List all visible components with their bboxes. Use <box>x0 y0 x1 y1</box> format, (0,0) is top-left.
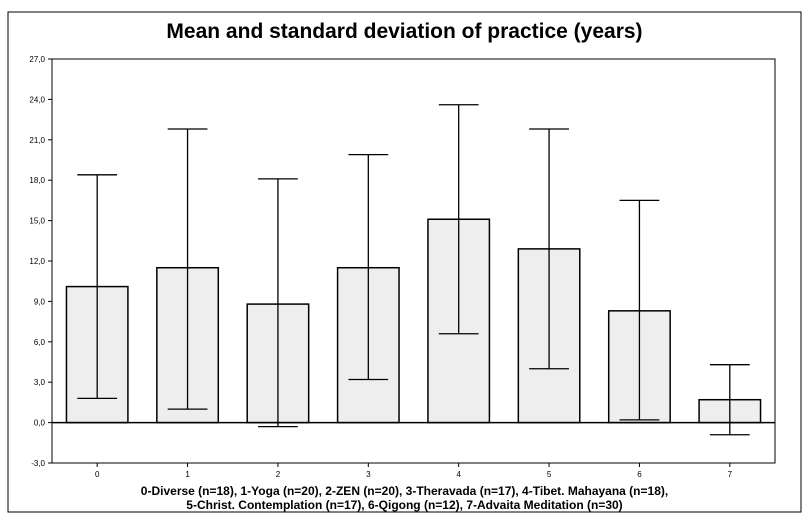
x-tick-label: 5 <box>547 470 552 479</box>
y-tick-label: 21,0 <box>29 136 45 145</box>
y-tick-label: 0,0 <box>34 419 46 428</box>
y-tick-label: -3,0 <box>31 459 45 468</box>
x-tick-label: 6 <box>637 470 642 479</box>
y-tick-label: 24,0 <box>29 95 45 104</box>
x-tick-label: 3 <box>366 470 371 479</box>
y-tick-label: 15,0 <box>29 217 45 226</box>
x-tick-label: 7 <box>728 470 733 479</box>
y-tick-label: 9,0 <box>34 297 46 306</box>
y-tick-label: 6,0 <box>34 338 46 347</box>
caption-line-1: 0-Diverse (n=18), 1-Yoga (n=20), 2-ZEN (… <box>140 484 669 498</box>
y-tick-label: 12,0 <box>29 257 45 266</box>
chart-title: Mean and standard deviation of practice … <box>166 20 643 43</box>
outer-border <box>7 11 802 513</box>
y-tick-label: 18,0 <box>29 176 45 185</box>
caption-line-2: 5-Christ. Contemplation (n=17), 6-Qigong… <box>186 498 623 512</box>
x-tick-label: 1 <box>185 470 190 479</box>
x-tick-label: 2 <box>276 470 281 479</box>
y-tick-label: 27,0 <box>29 55 45 64</box>
x-tick-label: 4 <box>456 470 461 479</box>
plot-area: -3,0 0,0 3,0 6,0 9,0 12,0 15,0 18,0 21,0 24,0 27,0… <box>29 55 776 479</box>
x-tick-label: 0 <box>95 470 100 479</box>
y-tick-label: 3,0 <box>34 378 46 387</box>
